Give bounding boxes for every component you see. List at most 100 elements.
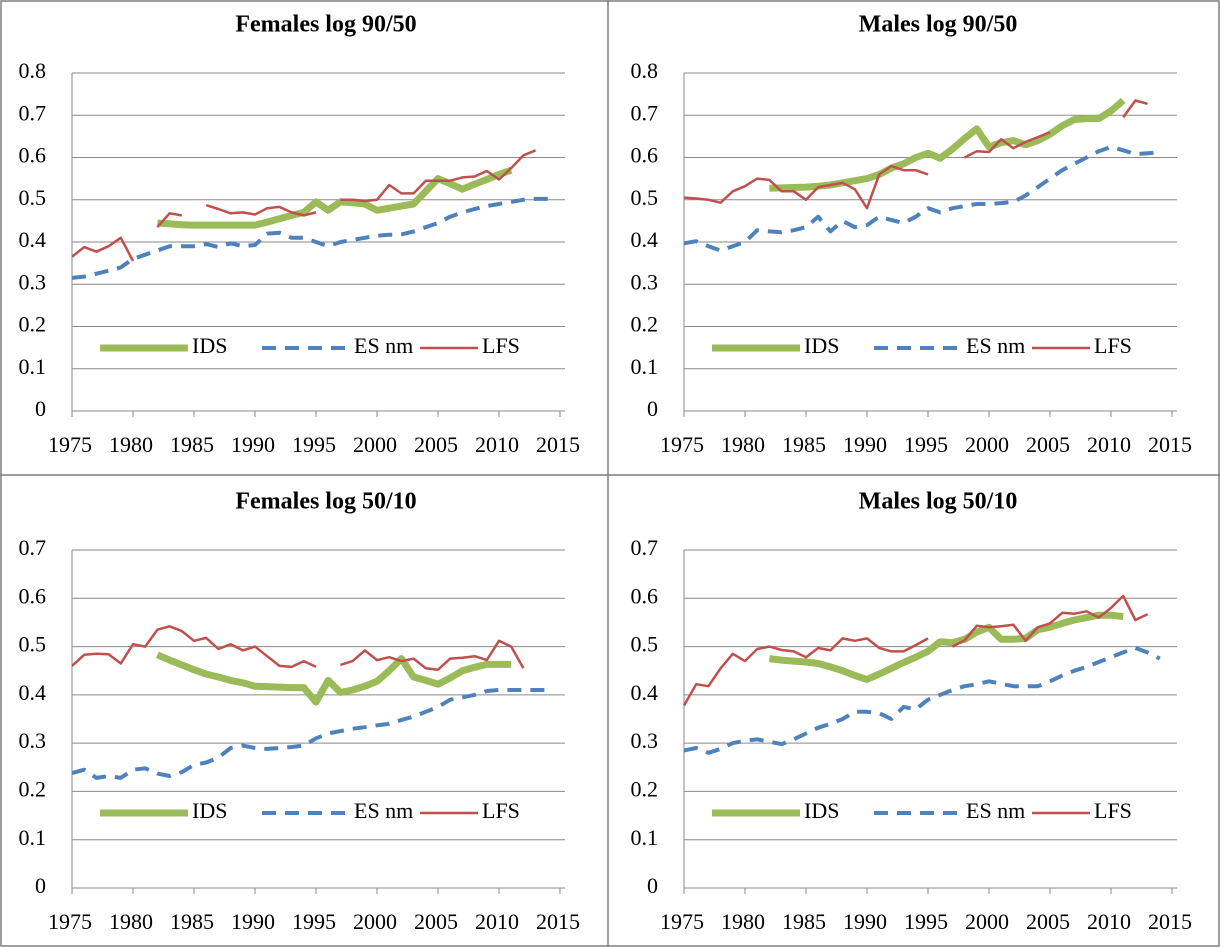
x-tick-label: 1985 (782, 432, 826, 457)
series-line (71, 688, 548, 780)
chart-title: Females log 50/10 (235, 489, 416, 515)
y-tick-label: 0.7 (631, 100, 659, 125)
series-line (682, 594, 1149, 707)
chart-panel: Females log 90/50 0 0.1 0.2 0.3 0.4 0.5 0.6 0.7 0… (19, 12, 581, 458)
x-tick-label: 2015 (1148, 432, 1192, 457)
y-tick-label: 0.4 (19, 227, 47, 252)
y-tick-label: 0.6 (631, 583, 659, 608)
y-tick-label: 0.5 (631, 185, 659, 210)
chart-title: Females log 90/50 (235, 12, 416, 38)
x-tick-label: 2005 (414, 909, 458, 934)
x-tick-label: 1975 (48, 909, 92, 934)
series-line (769, 97, 1126, 192)
x-tick-label: 1990 (231, 432, 275, 457)
x-tick-label: 1990 (843, 432, 887, 457)
y-tick-label: 0.2 (631, 776, 659, 801)
x-tick-label: 1980 (721, 432, 765, 457)
x-tick-label: 2005 (1026, 909, 1070, 934)
x-tick-label: 2000 (353, 432, 397, 457)
x-tick-label: 2000 (965, 432, 1009, 457)
y-tick-label: 0.3 (631, 728, 659, 753)
y-tick-label: 0.2 (19, 312, 47, 337)
legend-label: LFS (482, 798, 520, 823)
y-tick-label: 0.1 (19, 354, 47, 379)
chart-title: Males log 90/50 (859, 12, 1018, 38)
legend-label: ES nm (966, 798, 1025, 823)
x-tick-label: 2005 (414, 432, 458, 457)
x-tick-label: 1995 (904, 432, 948, 457)
y-tick-label: 0.3 (19, 269, 47, 294)
x-tick-label: 2010 (475, 909, 519, 934)
series-line (157, 166, 513, 229)
chart-title: Males log 50/10 (859, 489, 1018, 515)
y-tick-label: 0.8 (631, 58, 659, 83)
x-tick-label: 1985 (170, 432, 214, 457)
y-tick-label: 0.7 (19, 535, 47, 560)
y-tick-label: 0.3 (631, 269, 659, 294)
x-tick-label: 2015 (536, 432, 580, 457)
y-tick-label: 0 (647, 396, 658, 421)
y-tick-label: 0.5 (19, 632, 47, 657)
y-tick-label: 0.4 (631, 227, 659, 252)
y-tick-label: 0.3 (19, 728, 47, 753)
x-tick-label: 2010 (475, 432, 519, 457)
series-line (156, 651, 512, 706)
y-tick-label: 0.4 (631, 680, 659, 705)
series-line (71, 196, 548, 280)
series-line (71, 625, 525, 671)
y-tick-label: 0.1 (19, 825, 47, 850)
x-tick-label: 2005 (1026, 432, 1070, 457)
y-tick-label: 0 (35, 873, 46, 898)
y-tick-label: 0.5 (631, 632, 659, 657)
series-line (768, 611, 1124, 683)
x-tick-label: 2000 (353, 909, 397, 934)
legend-label: LFS (1094, 333, 1132, 358)
series-line (683, 99, 1148, 210)
series-line (71, 149, 537, 262)
chart-panel: Females log 50/10 0 0.1 0.2 0.3 0.4 0.5 0.6 0.7 1… (19, 489, 581, 935)
y-tick-label: 0.6 (19, 143, 47, 168)
x-tick-label: 2015 (1148, 909, 1192, 934)
y-tick-label: 0.6 (19, 583, 47, 608)
y-tick-label: 0.8 (19, 58, 47, 83)
y-tick-label: 0 (35, 396, 46, 421)
y-tick-label: 0.2 (19, 776, 47, 801)
y-tick-label: 0.2 (631, 312, 659, 337)
x-tick-label: 1990 (843, 909, 887, 934)
chart-panel: Males log 50/10 0 0.1 0.2 0.3 0.4 0.5 0.6 0.7 197… (631, 489, 1193, 935)
x-tick-label: 1985 (782, 909, 826, 934)
y-tick-label: 0.6 (631, 143, 659, 168)
x-tick-label: 2015 (536, 909, 580, 934)
x-tick-label: 2010 (1087, 432, 1131, 457)
series-line (683, 646, 1161, 755)
x-tick-label: 1985 (170, 909, 214, 934)
x-tick-label: 1980 (109, 909, 153, 934)
x-tick-label: 1990 (231, 909, 275, 934)
y-tick-label: 0.4 (19, 680, 47, 705)
legend-label: ES nm (966, 333, 1025, 358)
y-tick-label: 0 (647, 873, 658, 898)
y-tick-label: 0.1 (631, 825, 659, 850)
x-tick-label: 2010 (1087, 909, 1131, 934)
y-tick-label: 0.1 (631, 354, 659, 379)
legend-label: IDS (804, 798, 839, 823)
legend-label: IDS (192, 333, 227, 358)
legend-label: LFS (1094, 798, 1132, 823)
x-tick-label: 1995 (292, 909, 336, 934)
x-tick-label: 1980 (109, 432, 153, 457)
legend-label: IDS (804, 333, 839, 358)
x-tick-label: 1975 (660, 432, 704, 457)
y-tick-label: 0.5 (19, 185, 47, 210)
legend-label: ES nm (354, 798, 413, 823)
legend-label: IDS (192, 798, 227, 823)
legend-label: LFS (482, 333, 520, 358)
x-tick-label: 1995 (904, 909, 948, 934)
legend-label: ES nm (354, 333, 413, 358)
x-tick-label: 1975 (48, 432, 92, 457)
x-tick-label: 1995 (292, 432, 336, 457)
chart-panel: Males log 90/50 0 0.1 0.2 0.3 0.4 0.5 0.6 0.7 0.8… (631, 12, 1193, 458)
x-tick-label: 1980 (721, 909, 765, 934)
x-tick-label: 2000 (965, 909, 1009, 934)
